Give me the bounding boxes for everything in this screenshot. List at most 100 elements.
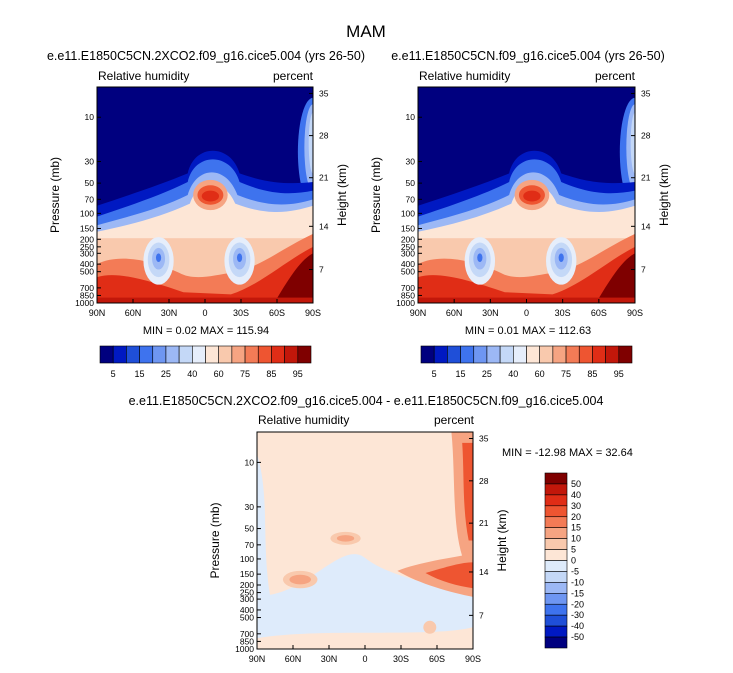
- y-tick-label: 30: [85, 157, 95, 167]
- y-tick-label: 700: [240, 629, 254, 639]
- colorbar-label: -15: [571, 588, 584, 598]
- y-tick-label: 30: [245, 502, 255, 512]
- y-tick-label: 30: [406, 157, 416, 167]
- y2-tick-label: 21: [641, 173, 651, 183]
- colorbar-swatch: [539, 345, 554, 364]
- colorbar-label: 40: [187, 369, 197, 379]
- page-title: MAM: [346, 22, 386, 41]
- colorbar-swatch: [231, 345, 246, 364]
- x-tick-label: 30S: [555, 308, 571, 318]
- y-tick-label: 100: [80, 208, 94, 218]
- y2-tick-label: 28: [479, 476, 489, 486]
- colorbar-label: 95: [614, 369, 624, 379]
- colorbar-label: 0: [571, 556, 576, 566]
- colorbar-swatch: [544, 527, 568, 539]
- y-tick-label: 200: [240, 580, 254, 590]
- y2-tick-label: 14: [479, 567, 489, 577]
- colorbar-swatch: [592, 345, 606, 364]
- panel3-min-max: MIN = -12.98 MAX = 32.64: [502, 447, 633, 459]
- y-tick-label: 70: [406, 194, 416, 204]
- colorbar-swatch: [420, 345, 435, 364]
- x-tick-label: 30N: [482, 308, 499, 318]
- contour-band: [236, 253, 243, 262]
- contour-band: [97, 246, 313, 303]
- y-tick-label: 500: [401, 267, 415, 277]
- contour-band: [155, 253, 162, 262]
- contour-field: [418, 87, 635, 303]
- y2-tick-label: 21: [479, 518, 489, 528]
- colorbar-label: 10: [571, 534, 581, 544]
- colorbar-swatch: [499, 345, 514, 364]
- colorbar-swatch: [165, 345, 180, 364]
- colorbar-swatch: [152, 345, 167, 364]
- x-tick-label: 60N: [285, 654, 302, 664]
- y-tick-label: 10: [406, 112, 416, 122]
- y-tick-label: 100: [240, 554, 254, 564]
- colorbar-label: 30: [571, 501, 581, 511]
- x-tick-label: 90N: [89, 308, 106, 318]
- y2-tick-label: 7: [479, 610, 484, 620]
- y2-tick-label: 14: [641, 221, 651, 231]
- colorbar-swatch: [297, 345, 312, 364]
- panel1-right-label: percent: [273, 69, 314, 83]
- colorbar-swatch: [433, 345, 448, 364]
- y2-tick-label: 7: [319, 265, 324, 275]
- colorbar-swatch: [544, 538, 568, 550]
- x-tick-label: 90S: [305, 308, 321, 318]
- x-tick-label: 30S: [233, 308, 249, 318]
- y-tick-label: 250: [240, 588, 254, 598]
- y-tick-label: 100: [401, 208, 415, 218]
- x-tick-label: 90S: [627, 308, 643, 318]
- y-tick-label: 70: [245, 540, 255, 550]
- y2-axis-label: Height (km): [335, 164, 349, 226]
- contour-band: [336, 535, 355, 542]
- colorbar-swatch: [526, 345, 540, 364]
- colorbar-label: -5: [571, 566, 579, 576]
- colorbar-swatch: [618, 345, 633, 364]
- x-tick-label: 60S: [429, 654, 445, 664]
- contour-band: [274, 253, 313, 303]
- contour-band: [418, 246, 635, 303]
- y-axis-label: Pressure (mb): [48, 157, 62, 233]
- colorbar-label: -20: [571, 599, 584, 609]
- colorbar-swatch: [139, 345, 154, 364]
- y-tick-label: 850: [80, 290, 94, 300]
- contour-band: [289, 574, 312, 585]
- y-tick-label: 300: [80, 248, 94, 258]
- x-tick-label: 90S: [465, 654, 481, 664]
- colorbar-label: 5: [432, 369, 437, 379]
- contour-band: [558, 253, 564, 262]
- contour-band: [595, 253, 635, 303]
- y-tick-label: 400: [80, 259, 94, 269]
- colorbar-swatch: [513, 345, 527, 364]
- panel2-plot: [417, 86, 636, 304]
- y2-tick-label: 35: [641, 88, 651, 98]
- panel2-right-label: percent: [595, 69, 636, 83]
- y-tick-label: 1000: [396, 298, 415, 308]
- y-tick-label: 150: [80, 223, 94, 233]
- colorbar-swatch: [460, 345, 475, 364]
- x-tick-label: 60S: [269, 308, 285, 318]
- colorbar-swatch: [544, 472, 568, 485]
- colorbar-label: 60: [214, 369, 224, 379]
- y-tick-label: 50: [406, 178, 416, 188]
- colorbar-label: 20: [571, 512, 581, 522]
- panel3-plot: [256, 431, 474, 650]
- y2-tick-label: 35: [479, 434, 489, 444]
- y2-tick-label: 28: [641, 131, 651, 141]
- colorbar-label: -50: [571, 632, 584, 642]
- y2-tick-label: 21: [319, 173, 329, 183]
- colorbar-swatch: [544, 494, 568, 507]
- colorbar-swatch: [218, 345, 233, 364]
- colorbar-swatch: [544, 636, 568, 649]
- colorbar-label: 50: [571, 479, 581, 489]
- x-tick-label: 30N: [161, 308, 178, 318]
- colorbar-swatch: [544, 582, 568, 594]
- colorbar-label: 5: [571, 545, 576, 555]
- y-tick-label: 1000: [75, 298, 94, 308]
- y-tick-label: 70: [85, 194, 95, 204]
- colorbar-swatch: [284, 345, 299, 364]
- colorbar-swatch: [544, 516, 568, 528]
- colorbar-label: 15: [135, 369, 145, 379]
